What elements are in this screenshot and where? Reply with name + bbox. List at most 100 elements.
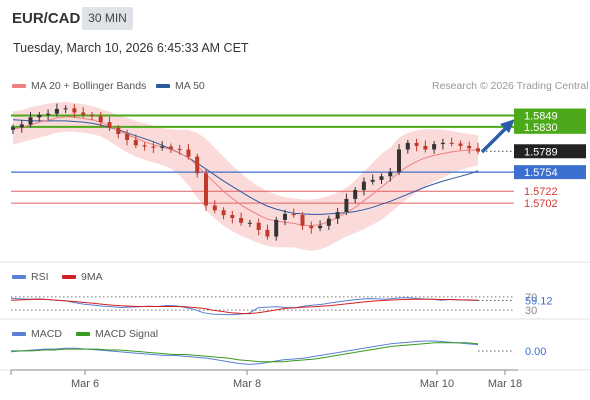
candle-body [212, 205, 217, 211]
candle [379, 173, 384, 185]
candle-body [160, 146, 165, 148]
legend-ma50: MA 50 [156, 80, 205, 92]
candle-body [414, 142, 419, 146]
timeframe-badge[interactable]: 30 MIN [82, 7, 133, 30]
candle-body [168, 146, 173, 149]
candle [98, 111, 103, 128]
candle [90, 111, 94, 121]
candle-body [90, 114, 94, 117]
candle [72, 104, 77, 118]
candle-body [204, 173, 208, 206]
rsi-line [10, 297, 479, 316]
resistance-tag-bg [514, 108, 586, 123]
support-tag: 1.5722 [524, 186, 558, 198]
rsi-ma-swatch [62, 275, 76, 280]
timestamp: Tuesday, March 10, 2026 6:45:33 AM CET [13, 41, 249, 55]
candle [344, 193, 349, 216]
candle [186, 144, 191, 160]
macd-signal-swatch [76, 332, 90, 337]
candle-body [300, 215, 305, 226]
x-tick-label: Mar 10 [420, 378, 454, 390]
candle-body [142, 145, 147, 147]
candle-body [28, 117, 33, 125]
candle-body [458, 143, 463, 146]
rsi-level-label: 70 [525, 292, 537, 304]
candle-body [46, 113, 51, 115]
candle-body [335, 212, 340, 219]
macd-line [10, 340, 479, 365]
candle-body [125, 134, 130, 140]
legend-macd-label: MACD [31, 328, 62, 340]
bollinger-band [13, 101, 478, 251]
support-tag: 1.5702 [524, 198, 558, 210]
candle [11, 124, 15, 134]
forecast-arrow-shaft [480, 124, 510, 154]
macd-current-value: 0.00 [525, 346, 546, 358]
candle [318, 220, 323, 232]
legend-ma20: MA 20 + Bollinger Bands [12, 80, 146, 92]
candle-body [37, 114, 42, 118]
candle [458, 140, 463, 151]
support-tag-label: 1.5722 [524, 186, 558, 198]
legend-rsi-ma: 9MA [62, 271, 103, 283]
candle [63, 105, 68, 114]
candle [212, 200, 217, 214]
support-tag-label: 1.5702 [524, 198, 558, 210]
candle-body [72, 108, 77, 113]
current-price-tag: 1.5789 [514, 144, 586, 159]
candle [291, 208, 296, 219]
legend-rsi-ma-label: 9MA [81, 271, 103, 283]
candle-body [353, 190, 358, 199]
candle [476, 142, 480, 155]
forecast-arrow-head [500, 119, 515, 133]
candle-body [239, 218, 244, 223]
ma50-swatch [156, 84, 170, 89]
candle [195, 153, 200, 178]
candle [37, 111, 42, 122]
candle-body [19, 124, 24, 128]
candle-body [440, 142, 445, 145]
candle [405, 139, 410, 154]
candle-body [397, 149, 401, 173]
rsi-ma-line [10, 298, 479, 315]
candle-body [63, 108, 68, 110]
candle-body [467, 145, 472, 149]
x-tick-label: Mar 18 [488, 378, 522, 390]
candle [335, 207, 340, 224]
candle-body [423, 145, 428, 150]
legend-rsi: RSI [12, 271, 49, 283]
candle [19, 120, 24, 133]
macd-signal-line [11, 342, 479, 363]
candle-body [256, 222, 261, 230]
candle-body [291, 213, 296, 216]
ma20-swatch [12, 84, 26, 89]
candle-body [186, 149, 191, 157]
candle-body [177, 148, 182, 150]
candle [326, 215, 331, 230]
candle [247, 219, 252, 227]
candle [361, 177, 366, 196]
candle [230, 210, 235, 224]
candle-body [265, 229, 270, 237]
candle [239, 212, 244, 226]
candle-body [283, 213, 287, 220]
candle [274, 216, 279, 241]
candle-body [476, 148, 480, 152]
rsi-swatch [12, 275, 26, 280]
candle-body [361, 181, 366, 190]
candle [133, 134, 138, 149]
legend-macd-signal: MACD Signal [76, 328, 158, 340]
pivot-tag-bg [514, 165, 586, 180]
header-bar: EUR/CAD 30 MIN [0, 0, 590, 38]
candle-body [54, 108, 59, 114]
candle [283, 209, 287, 226]
resistance-tag: 1.5830 [514, 119, 586, 134]
candle [309, 221, 314, 234]
ma50-line [12, 119, 479, 215]
legend-rsi-label: RSI [31, 271, 49, 283]
candle-body [318, 225, 323, 229]
candle-body [388, 172, 393, 177]
candle [107, 116, 112, 131]
candle [54, 103, 59, 117]
